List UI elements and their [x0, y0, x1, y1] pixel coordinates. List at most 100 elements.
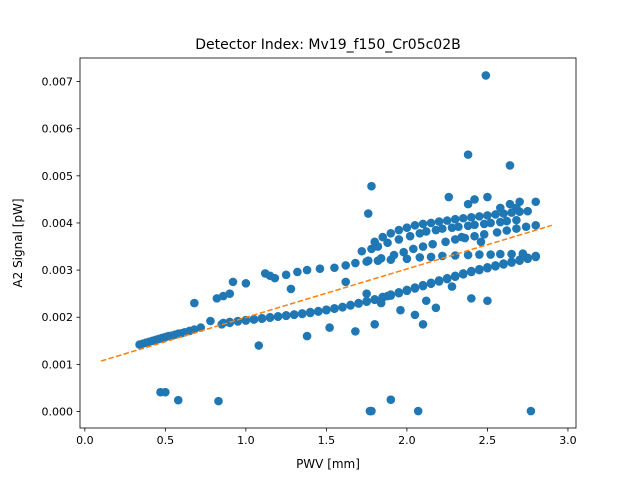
data-point [421, 296, 431, 306]
data-point [410, 284, 420, 293]
data-point [418, 281, 428, 291]
plot-frame [79, 57, 577, 429]
data-point [483, 211, 492, 220]
data-point [173, 395, 183, 405]
chart-title: Detector Index: Mv19_f150_Cr05c02B [195, 37, 460, 53]
y-axis-ticks: 0.000 0.001 0.002 0.003 0.004 0.005 0.006 0.007 [42, 76, 80, 419]
data-point [286, 284, 296, 294]
data-point [467, 267, 476, 277]
data-point [512, 224, 521, 233]
data-point [442, 274, 452, 284]
data-point [373, 242, 383, 251]
data-point [330, 263, 339, 273]
data-point [270, 273, 280, 283]
data-point [389, 250, 399, 260]
data-point [190, 298, 199, 308]
data-point [496, 249, 505, 259]
data-point [428, 239, 437, 249]
data-point [450, 214, 460, 224]
data-point [386, 395, 396, 405]
data-point [507, 258, 516, 267]
data-point [526, 406, 536, 416]
data-point [265, 313, 275, 323]
y-tick-label: 0.000 [42, 406, 74, 419]
data-point [289, 310, 299, 320]
data-point [302, 265, 312, 275]
data-point [362, 297, 371, 306]
data-point [341, 277, 351, 287]
data-point [531, 197, 541, 207]
data-point [241, 278, 251, 288]
y-tick-label: 0.002 [42, 311, 74, 324]
data-point [315, 264, 325, 273]
data-point [467, 294, 476, 303]
data-point [502, 216, 512, 226]
data-point [257, 314, 267, 323]
y-axis-label: A2 Signal [pW] [11, 198, 25, 287]
data-point [442, 216, 452, 225]
data-point [402, 223, 412, 232]
data-point [214, 396, 223, 406]
data-point [281, 311, 291, 321]
x-tick-label: 1.0 [237, 434, 255, 447]
data-point [249, 315, 259, 324]
data-point [531, 221, 541, 230]
data-point [507, 249, 516, 259]
data-point [444, 192, 454, 202]
data-point [322, 305, 331, 315]
y-tick-label: 0.005 [42, 170, 74, 183]
data-point [515, 256, 524, 265]
data-point [363, 256, 373, 265]
data-point [394, 288, 404, 298]
data-point [254, 341, 264, 350]
data-point [394, 235, 404, 244]
x-tick-label: 1.5 [318, 434, 336, 447]
data-point [475, 212, 484, 221]
data-point [217, 320, 227, 329]
data-point [341, 261, 351, 270]
data-point [338, 303, 347, 312]
data-point [241, 316, 251, 325]
data-point [409, 244, 418, 254]
data-point [431, 225, 441, 235]
x-tick-label: 2.5 [479, 434, 497, 447]
data-point [376, 254, 386, 263]
data-point [415, 253, 425, 262]
data-point [273, 312, 283, 322]
data-point [438, 224, 447, 233]
data-point [518, 249, 528, 258]
data-point [302, 331, 312, 341]
data-point [521, 222, 531, 232]
data-point [434, 217, 444, 226]
data-point [351, 327, 360, 336]
data-point [531, 252, 541, 262]
x-tick-label: 0.5 [157, 434, 175, 447]
data-point [475, 265, 484, 275]
x-tick-label: 2.0 [398, 434, 416, 447]
data-point [346, 301, 355, 310]
data-point [483, 263, 492, 273]
data-point [305, 308, 315, 318]
data-point [228, 277, 238, 287]
data-point [357, 246, 367, 256]
data-point [450, 272, 460, 282]
data-point [413, 406, 423, 416]
data-point [351, 258, 360, 268]
data-point [378, 232, 388, 242]
fit-line [100, 224, 553, 362]
data-point [491, 262, 500, 271]
data-point [458, 213, 468, 223]
data-point [376, 298, 386, 308]
data-point [418, 242, 428, 251]
data-point [481, 71, 491, 80]
data-point [405, 231, 415, 241]
data-point [479, 219, 489, 229]
data-point [447, 223, 457, 232]
data-point [434, 277, 444, 286]
data-point [476, 237, 486, 247]
data-point [512, 215, 521, 225]
data-point [458, 270, 468, 279]
